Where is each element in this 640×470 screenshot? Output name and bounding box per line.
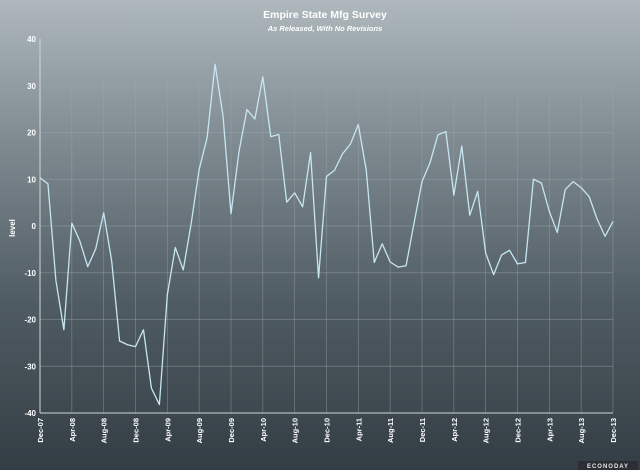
x-tick-label: Apr-11 <box>354 418 363 441</box>
x-tick-label: Dec-09 <box>227 418 236 443</box>
x-tick-label: Apr-09 <box>163 418 172 442</box>
econoday-logo: ECONODAY <box>578 461 638 470</box>
x-tick-label: Aug-13 <box>577 418 586 443</box>
x-tick-label: Aug-10 <box>291 418 300 443</box>
x-tick-label: Aug-09 <box>195 418 204 443</box>
chart-title: Empire State Mfg Survey <box>263 9 387 21</box>
logo-text: ECONODAY <box>587 464 629 470</box>
x-tick-label: Dec-13 <box>609 418 618 443</box>
x-tick-label: Aug-11 <box>386 418 395 443</box>
x-tick-label: Dec-08 <box>132 418 141 443</box>
y-tick-label: -20 <box>24 316 36 325</box>
x-tick-label: Dec-11 <box>418 418 427 442</box>
y-axis-label: level <box>8 219 17 237</box>
y-tick-label: -40 <box>24 409 36 418</box>
y-tick-label: -30 <box>24 362 36 371</box>
x-tick-label: Dec-07 <box>36 418 45 443</box>
series-line <box>39 63 614 406</box>
x-tick-label: Apr-10 <box>259 418 268 442</box>
y-tick-label: 40 <box>27 35 36 44</box>
x-tick-label: Dec-10 <box>323 418 332 443</box>
y-tick-label: -10 <box>24 269 36 278</box>
x-tick-label: Apr-13 <box>545 418 554 442</box>
y-axis-ticks: 40 30 20 10 0 -10 -20 -30 -40 <box>24 35 36 418</box>
x-tick-label: Apr-12 <box>450 418 459 442</box>
x-tick-label: Dec-12 <box>514 418 523 443</box>
gridlines <box>39 38 614 414</box>
y-tick-label: 0 <box>32 222 37 231</box>
y-tick-label: 30 <box>27 82 36 91</box>
y-tick-label: 10 <box>27 175 36 184</box>
x-axis-ticks: Dec-07 Apr-08 Aug-08 Dec-08 Apr-09 Aug-09 Dec-… <box>36 418 618 443</box>
x-tick-label: Aug-12 <box>482 418 491 443</box>
y-tick-label: 20 <box>27 129 36 138</box>
x-tick-label: Aug-08 <box>100 418 109 443</box>
chart-subtitle: As Released, With No Revisions <box>267 24 383 33</box>
x-tick-label: Apr-08 <box>68 418 77 442</box>
